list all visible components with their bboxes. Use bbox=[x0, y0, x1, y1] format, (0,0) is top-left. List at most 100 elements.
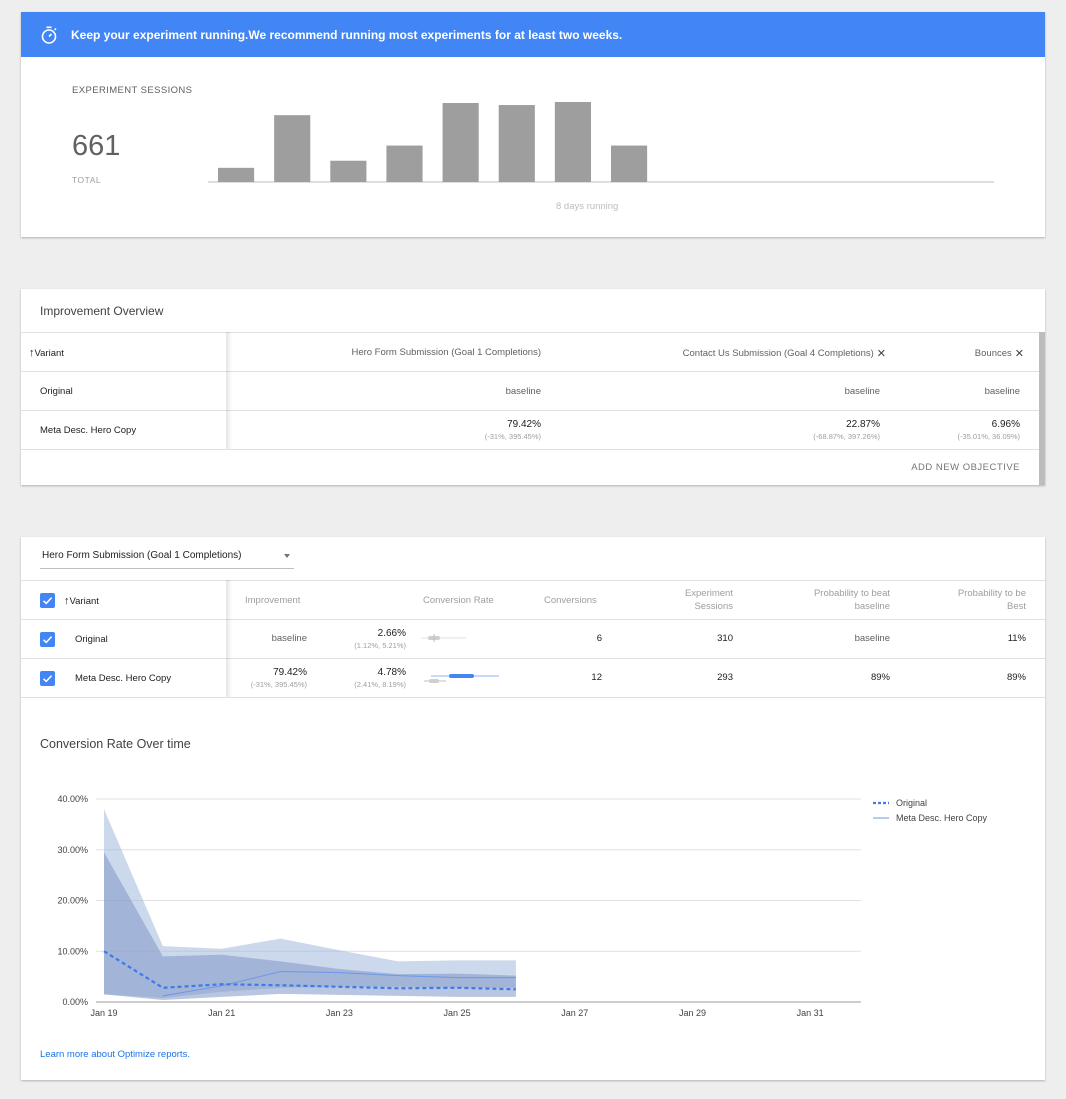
prob-beat-header: Probability to beat baseline bbox=[814, 587, 890, 613]
frozen-column-shadow bbox=[226, 332, 232, 449]
horizontal-scrollbar[interactable] bbox=[1039, 332, 1045, 485]
variant-name: Original bbox=[75, 634, 108, 645]
conversion-rate-ci: (2.41%, 8.19%) bbox=[354, 680, 406, 689]
days-running-label: 8 days running bbox=[556, 201, 619, 212]
add-new-objective-button[interactable]: ADD NEW OBJECTIVE bbox=[911, 462, 1020, 473]
variant-rate-interval bbox=[424, 674, 499, 683]
prob-best-header: Probability to be Best bbox=[958, 587, 1026, 613]
bounces-value: baseline bbox=[984, 386, 1020, 397]
bounces-header: Bounces ✕ bbox=[975, 347, 1024, 360]
goal4-header: Contact Us Submission (Goal 4 Completion… bbox=[683, 347, 886, 360]
variant-name: Meta Desc. Hero Copy bbox=[40, 425, 137, 436]
variant-sort-header[interactable]: ↑Variant bbox=[64, 595, 99, 607]
bounces-ci: (-35.01%, 36.09%) bbox=[957, 432, 1020, 441]
sessions-bar-chart bbox=[208, 102, 994, 183]
checkmark-icon bbox=[42, 597, 53, 605]
remove-goal4-close-icon[interactable]: ✕ bbox=[876, 348, 886, 360]
conversion-rate-value: 2.66% bbox=[377, 628, 406, 639]
bounces-value: 6.96% bbox=[991, 419, 1020, 430]
goal4-header-label: Contact Us Submission (Goal 4 Completion… bbox=[682, 348, 874, 359]
original-checkbox[interactable] bbox=[40, 632, 55, 647]
variant-name: Original bbox=[40, 386, 73, 397]
goal4-cell: 22.87% (-68.87%, 397.26%) bbox=[813, 419, 880, 441]
variant-header-label: Variant bbox=[34, 348, 64, 359]
chevron-down-icon bbox=[284, 554, 290, 558]
goal1-cell: 79.42% (-31%, 395.45%) bbox=[485, 419, 541, 441]
variant-header-label: Variant bbox=[69, 596, 99, 607]
y-tick-label: 30.00% bbox=[57, 845, 88, 855]
variant-checkbox[interactable] bbox=[40, 671, 55, 686]
sessions-value: 293 bbox=[717, 672, 733, 683]
bounces-cell: 6.96% (-35.01%, 36.09%) bbox=[957, 419, 1020, 441]
experiment-sessions-card: Keep your experiment running. We recomme… bbox=[21, 12, 1045, 237]
checkmark-icon bbox=[42, 675, 53, 683]
original-rate-interval bbox=[421, 634, 466, 642]
x-tick-label: Jan 23 bbox=[326, 1008, 353, 1018]
x-tick-label: Jan 19 bbox=[90, 1008, 117, 1018]
arrow-up-icon: ↑ bbox=[29, 347, 35, 359]
prob-beat-header-line2: baseline bbox=[854, 601, 890, 612]
overview-title: Improvement Overview bbox=[40, 304, 164, 318]
goal4-value: baseline bbox=[844, 386, 880, 397]
goal-detail-card: Hero Form Submission (Goal 1 Completions… bbox=[21, 537, 1045, 1080]
variant-confidence-band bbox=[104, 809, 516, 998]
sessions-bar bbox=[498, 105, 535, 182]
sessions-bar bbox=[442, 103, 479, 182]
keep-running-banner: Keep your experiment running. We recomme… bbox=[21, 12, 1045, 57]
sessions-total-label: TOTAL bbox=[72, 175, 102, 185]
remove-bounces-close-icon[interactable]: ✕ bbox=[1014, 348, 1024, 360]
y-tick-label: 0.00% bbox=[62, 997, 88, 1007]
frozen-column-shadow bbox=[226, 580, 232, 697]
overview-header-row: ↑Variant Hero Form Submission (Goal 1 Co… bbox=[21, 332, 1039, 371]
conversion-rate-header: Conversion Rate bbox=[423, 595, 494, 606]
improvement-value: baseline bbox=[271, 633, 307, 644]
variant-name: Meta Desc. Hero Copy bbox=[75, 673, 172, 684]
conversion-rate-value: 4.78% bbox=[377, 667, 406, 678]
arrow-up-icon: ↑ bbox=[64, 595, 70, 607]
select-all-checkbox[interactable] bbox=[40, 593, 55, 608]
variant-sort-header[interactable]: ↑Variant bbox=[29, 347, 64, 359]
goal-bottom-divider bbox=[21, 697, 1045, 698]
sessions-header: Experiment Sessions bbox=[685, 587, 733, 613]
objective-select[interactable]: Hero Form Submission (Goal 1 Completions… bbox=[40, 548, 294, 569]
x-tick-label: Jan 21 bbox=[208, 1008, 235, 1018]
prob-best-value: 11% bbox=[1007, 633, 1026, 644]
x-tick-label: Jan 27 bbox=[561, 1008, 588, 1018]
banner-text: We recommend running most experiments fo… bbox=[248, 27, 623, 42]
bounces-header-label: Bounces bbox=[974, 348, 1012, 359]
improvement-cell: 79.42% (-31%, 395.45%) bbox=[251, 667, 307, 689]
conversion-rate-chart: 40.00% 30.00% 20.00% 10.00% 0.00%Jan 19 Jan 2… bbox=[57, 794, 988, 1018]
goal1-value: baseline bbox=[505, 386, 541, 397]
sessions-bar bbox=[330, 160, 367, 182]
overview-row-original: Original baseline baseline baseline bbox=[21, 371, 1039, 410]
prob-beat-value: 89% bbox=[870, 672, 890, 683]
x-tick-label: Jan 31 bbox=[797, 1008, 824, 1018]
conversions-header: Conversions bbox=[544, 595, 597, 606]
y-tick-label: 10.00% bbox=[57, 946, 88, 956]
prob-best-header-line1: Probability to be bbox=[957, 588, 1026, 599]
x-tick-label: Jan 25 bbox=[444, 1008, 471, 1018]
learn-more-link[interactable]: Learn more about Optimize reports. bbox=[40, 1049, 190, 1060]
sessions-header-line1: Experiment bbox=[684, 588, 733, 599]
overview-row-variant: Meta Desc. Hero Copy 79.42% (-31%, 395.4… bbox=[21, 410, 1039, 449]
conversion-rate-cell: 4.78% (2.41%, 8.19%) bbox=[354, 667, 406, 689]
original-confidence-band bbox=[104, 852, 516, 1000]
conversions-value: 12 bbox=[591, 672, 602, 683]
improvement-ci: (-31%, 395.45%) bbox=[250, 680, 307, 689]
sessions-value: 310 bbox=[717, 633, 733, 644]
y-tick-label: 20.00% bbox=[57, 896, 88, 906]
prob-beat-value: baseline bbox=[854, 633, 890, 644]
chart-title: Conversion Rate Over time bbox=[40, 737, 191, 751]
improvement-header: Improvement bbox=[245, 595, 301, 606]
goal4-value: 22.87% bbox=[846, 419, 880, 430]
sessions-label: EXPERIMENT SESSIONS bbox=[72, 85, 193, 96]
prob-best-value: 89% bbox=[1006, 672, 1026, 683]
improvement-value: 79.42% bbox=[273, 667, 307, 678]
improvement-overview-card: Improvement Overview ↑Variant Hero Form … bbox=[21, 289, 1045, 485]
goal4-ci: (-68.87%, 397.26%) bbox=[813, 432, 880, 441]
goal1-ci: (-31%, 395.45%) bbox=[484, 432, 541, 441]
conversion-rate-ci: (1.12%, 5.21%) bbox=[354, 641, 406, 650]
sessions-bar bbox=[611, 145, 648, 182]
stopwatch-icon bbox=[41, 26, 57, 44]
legend-variant-label: Meta Desc. Hero Copy bbox=[896, 813, 988, 823]
